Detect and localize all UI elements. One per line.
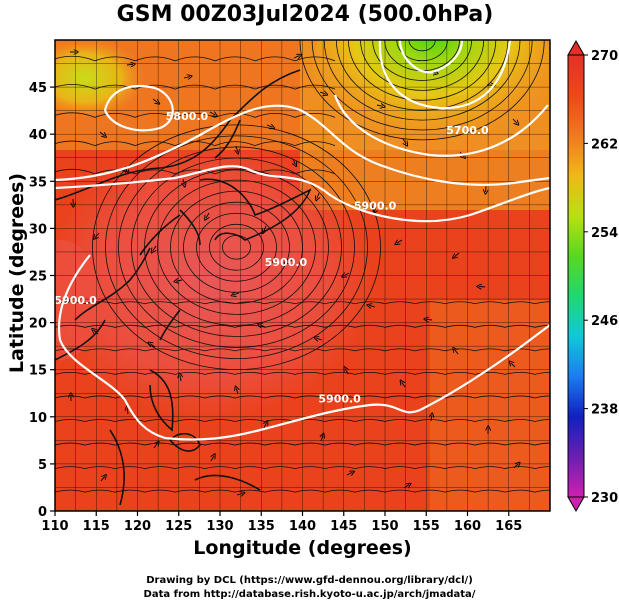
x-tick-label: 115 [83, 519, 110, 534]
contour-label: 5900.0 [265, 256, 308, 269]
x-tick-label: 125 [165, 519, 192, 534]
y-tick-label: 20 [29, 317, 47, 332]
credit-dcl: Drawing by DCL (https://www.gfd-dennou.o… [146, 575, 473, 586]
contour-label: 5700.0 [446, 124, 489, 137]
credit-data-source: Data from http://database.rish.kyoto-u.a… [143, 589, 476, 600]
x-tick-label: 160 [454, 519, 481, 534]
x-tick-label: 165 [495, 519, 522, 534]
x-tick-label: 120 [124, 519, 151, 534]
colorbar-tick-label: 262 [591, 137, 618, 152]
x-tick-label: 145 [330, 519, 357, 534]
contour-label: 5800.0 [166, 110, 209, 123]
colorbar-top-arrow [567, 39, 585, 56]
colorbar-bottom-arrow [567, 496, 585, 513]
x-tick-label: 150 [371, 519, 398, 534]
y-tick-label: 15 [29, 364, 47, 379]
y-tick-label: 0 [38, 505, 47, 520]
y-tick-label: 30 [29, 222, 47, 237]
map-title: GSM 00Z03Jul2024 (500.0hPa) [116, 2, 494, 27]
y-axis: 0 5 10 15 20 25 30 35 40 45 [29, 81, 55, 520]
y-axis-label: Latitude (degrees) [6, 172, 28, 374]
contour-labels: 5900.0 5900.0 5900.0 5900.0 5800.0 5700.0 [54, 110, 489, 406]
x-tick-label: 135 [248, 519, 275, 534]
contour-label: 5900.0 [354, 200, 397, 213]
contour-label: 5900.0 [318, 393, 361, 406]
colorbar-scale [567, 54, 585, 498]
lat-lon-grid [55, 40, 550, 511]
colorbar-tick-label: 246 [591, 314, 618, 329]
colorbar-tick-label: 270 [591, 49, 618, 64]
x-tick-label: 130 [206, 519, 233, 534]
colorbar-tick-label: 238 [591, 403, 618, 418]
y-tick-label: 10 [29, 411, 47, 426]
x-tick-label: 140 [289, 519, 316, 534]
contour-label: 5900.0 [54, 294, 97, 307]
coastlines [55, 69, 312, 506]
x-axis-label: Longitude (degrees) [193, 537, 412, 559]
colorbar-tick-label: 230 [591, 491, 618, 506]
colorbar-tick-label: 254 [591, 226, 618, 241]
x-axis: 110 115 120 125 130 135 140 145 150 155 160 165 [41, 511, 522, 534]
colorbar: 270 262 254 246 238 230 [567, 39, 618, 513]
y-tick-label: 40 [29, 128, 47, 143]
y-tick-label: 25 [29, 270, 47, 285]
y-tick-label: 45 [29, 81, 47, 96]
y-tick-label: 35 [29, 175, 47, 190]
y-tick-label: 5 [38, 458, 47, 473]
x-tick-label: 110 [41, 519, 68, 534]
x-tick-label: 155 [413, 519, 440, 534]
height-contours [55, 40, 550, 441]
